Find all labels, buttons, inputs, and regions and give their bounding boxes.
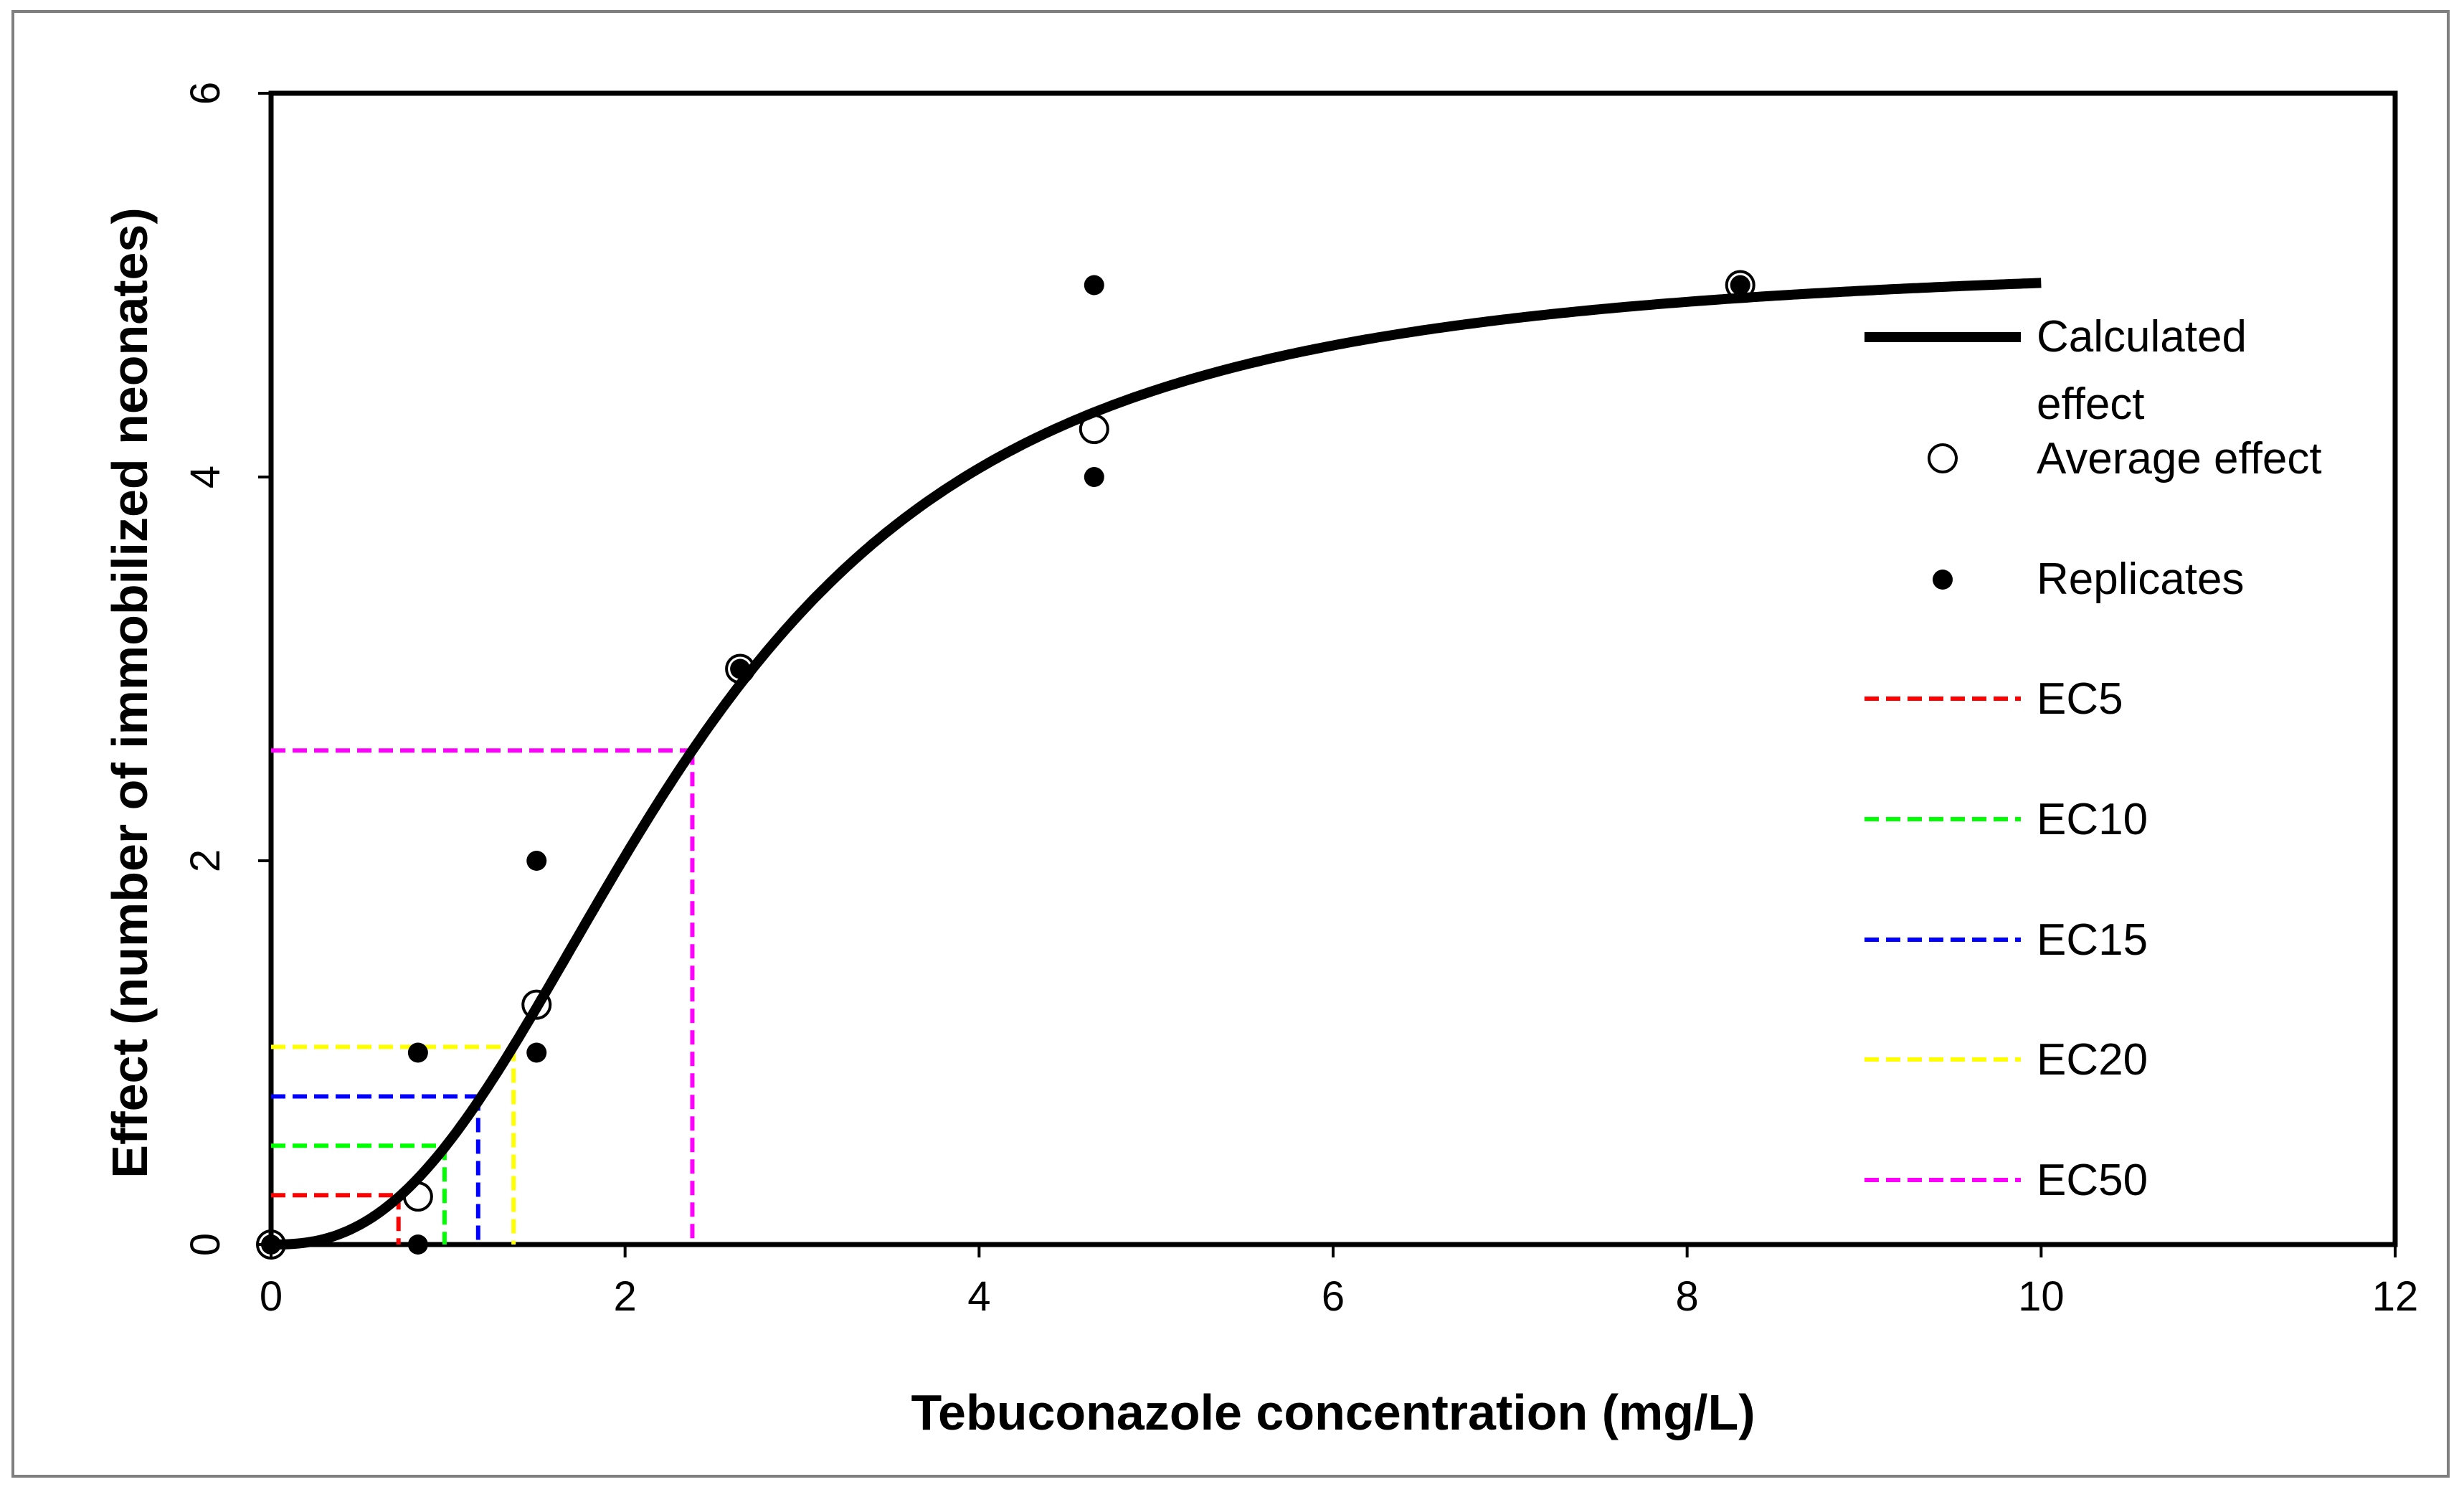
legend-ec20-label: EC20: [2037, 1035, 2148, 1085]
x-tick-label: 2: [614, 1273, 637, 1320]
x-tick-label: 6: [1322, 1273, 1345, 1320]
x-axis-title: Tebuconazole concentration (mg/L): [911, 1384, 1755, 1440]
ec-lines: [271, 748, 695, 1245]
x-tick-label: 8: [1676, 1273, 1699, 1320]
replicate-point: [1084, 467, 1104, 487]
legend-average-marker: [1928, 443, 1958, 473]
average-effect-point: [402, 1181, 433, 1212]
x-tick-label: 10: [2018, 1273, 2065, 1320]
chart-frame: [11, 10, 2450, 1478]
average-effect-points: [256, 270, 1755, 1260]
legend-ec50-label: EC50: [2037, 1156, 2148, 1205]
replicate-point: [730, 658, 751, 679]
replicate-point: [1730, 275, 1750, 296]
legend-calculated-label-2: effect: [2037, 379, 2145, 429]
y-tick-label: 6: [182, 82, 229, 105]
replicate-point: [526, 851, 547, 871]
calculated-effect-curve: [271, 278, 2042, 1250]
average-effect-point: [1725, 270, 1755, 301]
legend-average-label: Average effect: [2037, 434, 2322, 483]
x-tick-label: 0: [260, 1273, 283, 1320]
y-tick-label: 0: [182, 1233, 229, 1256]
legend-calculated-label: Calculated: [2037, 312, 2247, 362]
replicate-point: [1084, 275, 1104, 296]
legend: Calculated effect Average effect Replica…: [1864, 312, 2322, 1205]
replicate-point: [407, 1234, 428, 1255]
replicate-point: [261, 1234, 281, 1255]
average-effect-point: [725, 653, 756, 684]
average-effect-point: [521, 989, 552, 1020]
y-axis-title: Effect (number of immobilized neonates): [102, 207, 158, 1178]
y-axis-ticks: 0 2 4 6: [182, 82, 271, 1256]
x-axis-ticks: 0 2 4 6 8 10 12: [260, 1245, 2418, 1320]
legend-ec5-label: EC5: [2037, 674, 2123, 724]
replicate-point: [407, 1042, 428, 1063]
x-tick-label: 12: [2372, 1273, 2419, 1320]
legend-replicates-label: Replicates: [2037, 554, 2244, 604]
average-effect-point: [1079, 414, 1109, 445]
y-tick-label: 2: [182, 849, 229, 872]
replicate-points: [261, 275, 1750, 1255]
legend-ec15-label: EC15: [2037, 915, 2148, 965]
y-tick-label: 4: [182, 466, 229, 488]
legend-replicates-marker: [1933, 570, 1953, 590]
x-tick-label: 4: [967, 1273, 990, 1320]
average-effect-point: [256, 1229, 286, 1260]
legend-ec10-label: EC10: [2037, 795, 2148, 844]
replicate-point: [526, 1042, 547, 1063]
